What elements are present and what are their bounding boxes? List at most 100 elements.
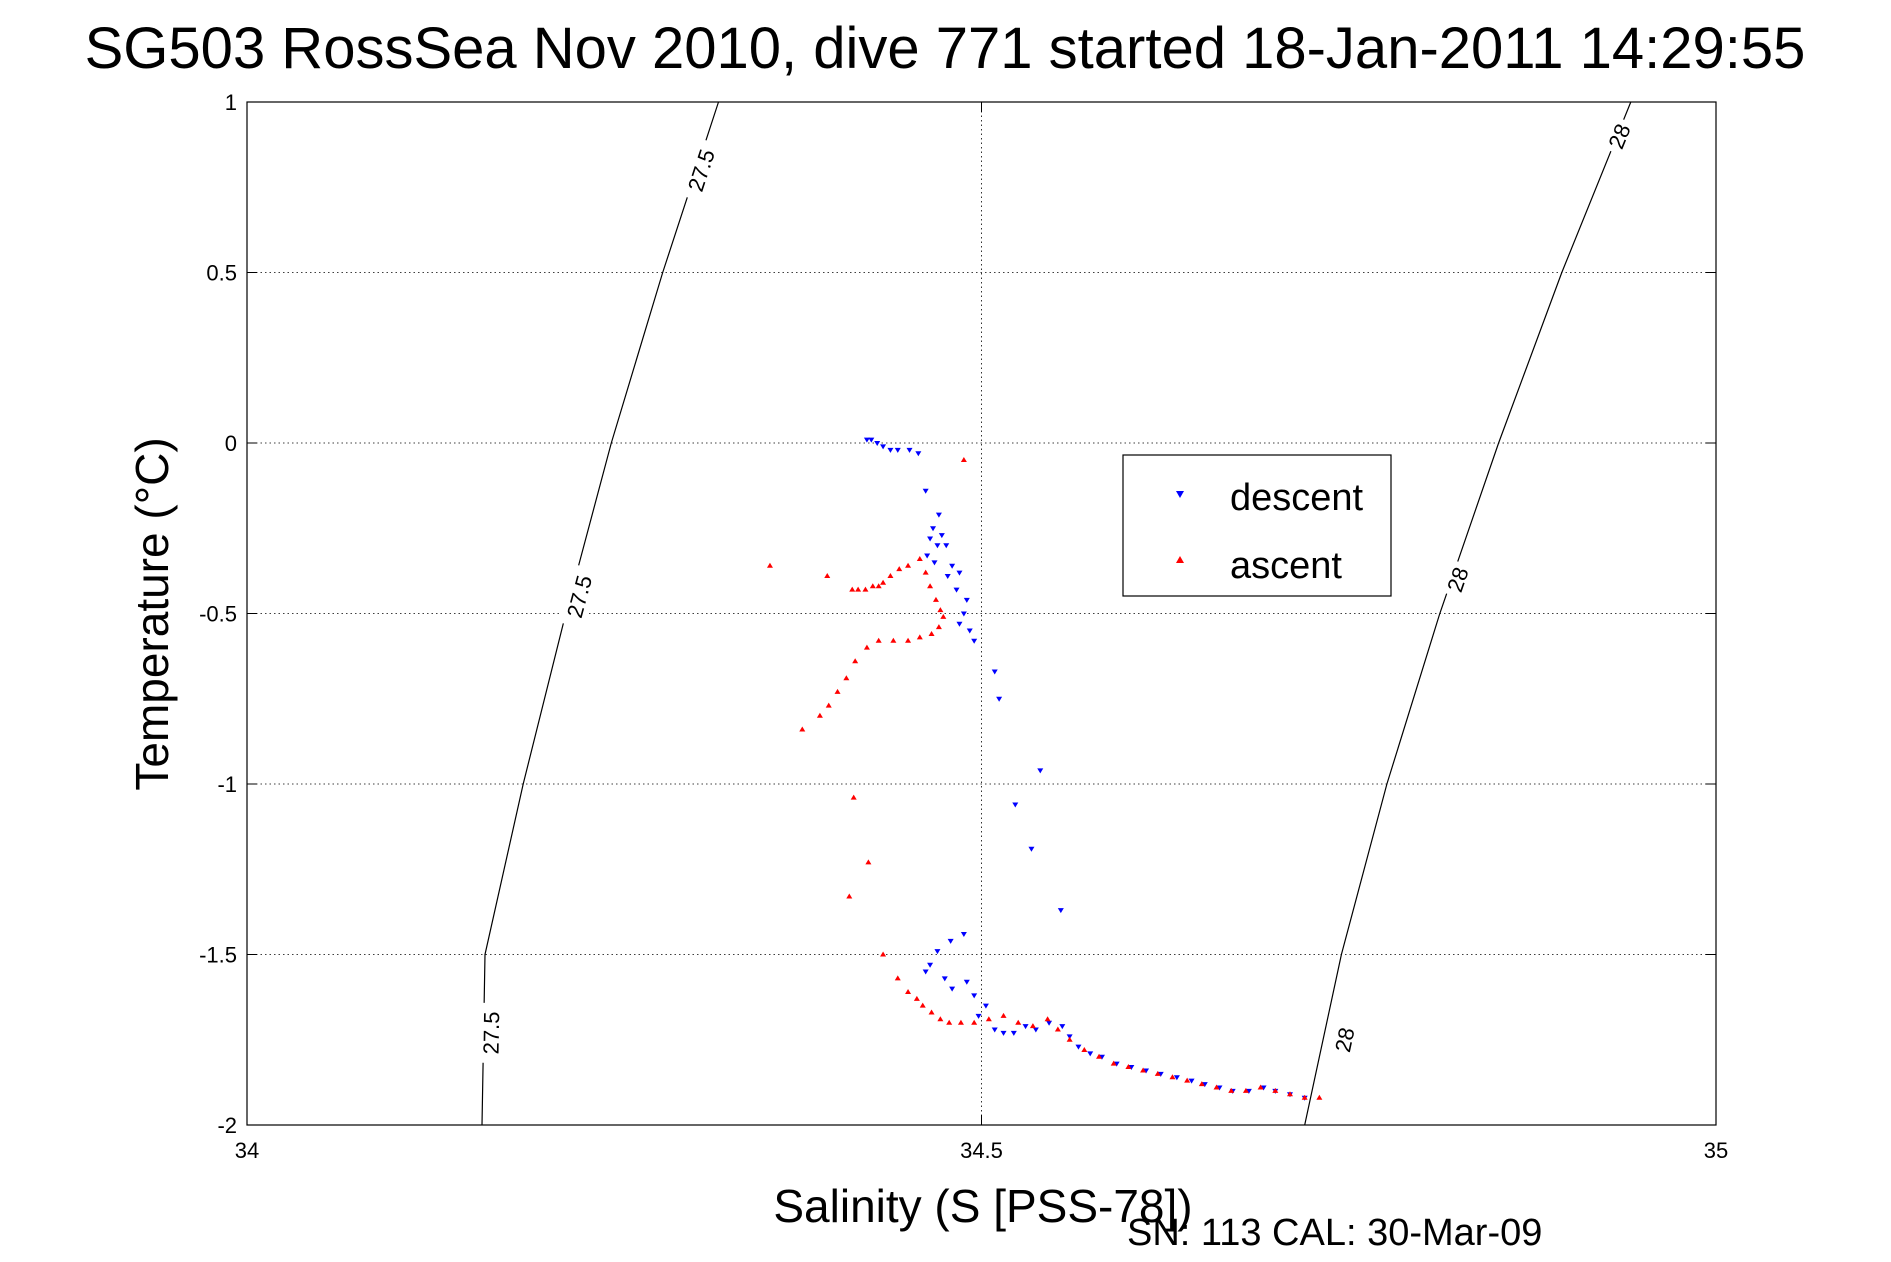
descent-point	[971, 993, 978, 999]
ascent-point	[1242, 1087, 1249, 1093]
ascent-point	[1257, 1084, 1264, 1090]
contour-label-bg	[678, 137, 722, 203]
ascent-point	[890, 637, 897, 643]
descent-point	[975, 1013, 982, 1019]
ascent-point	[985, 1016, 992, 1022]
y-tick-label: 1	[225, 90, 237, 115]
ascent-point	[799, 726, 806, 732]
descent-point	[934, 949, 941, 955]
descent-point	[1000, 1030, 1007, 1036]
ascent-point	[850, 794, 857, 800]
descent-point	[915, 451, 922, 457]
chart-title: SG503 RossSea Nov 2010, dive 771 started…	[85, 16, 1806, 81]
ascent-point	[927, 583, 934, 589]
ascent-point	[928, 1009, 935, 1015]
descent-point	[1216, 1085, 1223, 1091]
ascent-point	[1169, 1074, 1176, 1080]
legend-marker-descent	[1176, 491, 1184, 498]
descent-point	[1037, 768, 1044, 774]
descent-point	[1022, 1024, 1029, 1030]
x-tick-label: 34.5	[960, 1138, 1003, 1163]
ascent-point	[960, 457, 967, 463]
ascent-point	[937, 1016, 944, 1022]
contour-label: 28	[1330, 1025, 1360, 1054]
y-tick-label: -0.5	[199, 602, 237, 627]
descent-point	[924, 553, 931, 559]
ascent-point	[865, 859, 872, 865]
descent-point	[947, 938, 954, 944]
ascent-point	[825, 702, 832, 708]
descent-point	[966, 628, 973, 634]
grid-lines	[247, 102, 1716, 1125]
descent-point	[971, 638, 978, 644]
ascent-point	[863, 644, 870, 650]
ascent-point	[880, 951, 887, 957]
ascent-point	[852, 658, 859, 664]
contour-label-bg	[557, 563, 599, 629]
descent-point	[1113, 1061, 1120, 1067]
contour-label: 27.5	[562, 573, 597, 621]
descent-point	[949, 563, 956, 569]
ascent-point	[894, 975, 901, 981]
descent-point	[894, 447, 901, 453]
ascent-point	[937, 607, 944, 613]
descent-point	[1046, 1020, 1053, 1026]
ascent-point	[843, 675, 850, 681]
ascent-point	[946, 1019, 953, 1025]
axis-ticks: 34 34.5 35 1 0.5 0 -0.5 -1 -1.5 -2	[199, 90, 1728, 1163]
descent-point	[1157, 1071, 1164, 1077]
descent-point	[982, 1003, 989, 1009]
x-tick-label: 34	[235, 1138, 259, 1163]
legend-label-ascent: ascent	[1230, 545, 1342, 587]
contour-label-bg	[1599, 115, 1637, 157]
y-tick-label: -1.5	[199, 943, 237, 968]
ascent-point	[849, 586, 856, 592]
legend-marker-ascent	[1176, 556, 1184, 563]
ascent-point	[1096, 1053, 1103, 1059]
descent-point	[1032, 1027, 1039, 1033]
x-tick-label: 35	[1704, 1138, 1728, 1163]
ascent-point	[816, 712, 823, 718]
descent-point	[935, 512, 942, 518]
ascent-point	[1000, 1012, 1007, 1018]
ascent-point	[971, 1019, 978, 1025]
descent-point	[1173, 1075, 1180, 1081]
contour-label: 27.5	[478, 1011, 504, 1054]
y-tick-label: 0.5	[206, 261, 237, 286]
contour-label-bg	[1327, 1020, 1360, 1059]
ascent-point	[766, 562, 773, 568]
descent-point	[927, 536, 934, 542]
descent-point	[956, 621, 963, 627]
ascent-point	[1316, 1094, 1323, 1100]
ascent-point	[824, 572, 831, 578]
ascent-point	[896, 566, 903, 572]
descent-point	[863, 437, 870, 443]
ascent-point	[887, 572, 894, 578]
descent-point	[1245, 1088, 1252, 1094]
ascent-point	[957, 1019, 964, 1025]
ascent-point	[862, 586, 869, 592]
descent-point	[963, 979, 970, 985]
ascent-point	[1228, 1087, 1235, 1093]
ascent-point	[940, 613, 947, 619]
legend-box	[1122, 454, 1392, 597]
density-contour-line	[1304, 101, 1632, 1126]
ascent-point	[1054, 1026, 1061, 1032]
descent-point	[1010, 1030, 1017, 1036]
descent-point	[1143, 1068, 1150, 1074]
descent-point	[960, 611, 967, 617]
ascent-point	[1110, 1060, 1117, 1066]
ascent-point	[916, 634, 923, 640]
ascent-point	[1015, 1019, 1022, 1025]
ascent-point	[875, 637, 882, 643]
descent-point	[906, 447, 913, 453]
descent-point	[991, 1027, 998, 1033]
ascent-point	[916, 555, 923, 561]
descent-point	[960, 932, 967, 938]
contour-label-bg	[1438, 558, 1475, 600]
ascent-point	[855, 586, 862, 592]
ascent-point	[1029, 1023, 1036, 1029]
footer-calibration: SN: 113 CAL: 30-Mar-09	[1127, 1212, 1542, 1254]
